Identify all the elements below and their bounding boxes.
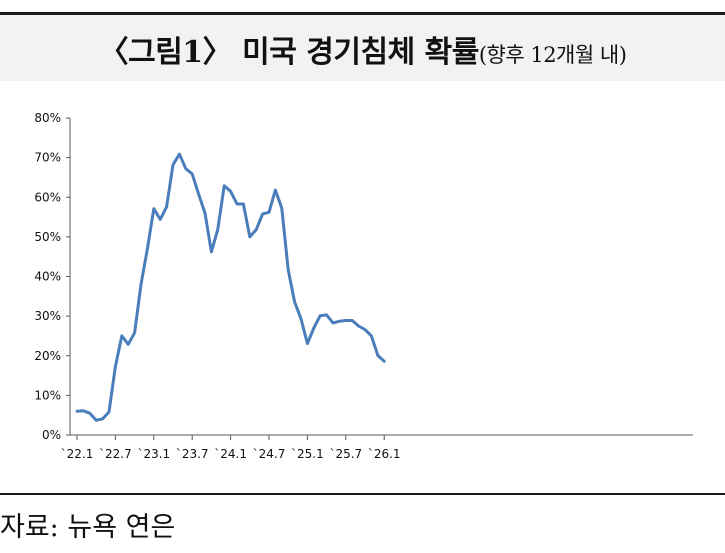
y-tick-label: 70% bbox=[34, 151, 61, 165]
figure-title-main: 〈그림1〉 미국 경기침체 확률 bbox=[98, 35, 480, 70]
x-tick-label: `26.1 bbox=[368, 447, 401, 461]
x-tick-label: `22.7 bbox=[99, 447, 132, 461]
recession-probability-chart: 0% 10% 20% 30% 40% 50% 60% 70% 80% `22.1 `22.7 `23.… bbox=[34, 111, 693, 461]
top-rule bbox=[0, 12, 725, 15]
y-tick-label: 80% bbox=[34, 111, 61, 125]
x-tick-label: `25.7 bbox=[329, 447, 362, 461]
x-tick-label: `24.7 bbox=[253, 447, 286, 461]
y-tick-label: 20% bbox=[34, 349, 61, 363]
y-tick-label: 50% bbox=[34, 230, 61, 244]
figure-title-sub: (향후 12개월 내) bbox=[478, 43, 627, 67]
x-tick-label: `25.1 bbox=[291, 447, 324, 461]
bottom-rule bbox=[0, 493, 725, 495]
y-tick-label: 30% bbox=[34, 309, 61, 323]
title-band bbox=[0, 15, 725, 81]
y-tick-label: 10% bbox=[34, 388, 61, 402]
x-tick-label: `23.7 bbox=[176, 447, 209, 461]
x-tick-label: `23.1 bbox=[137, 447, 170, 461]
series-line-0 bbox=[75, 152, 386, 422]
x-tick-label: `22.1 bbox=[61, 447, 94, 461]
y-tick-label: 0% bbox=[42, 428, 61, 442]
y-tick-label: 40% bbox=[34, 270, 61, 284]
figure-title: 〈그림1〉 미국 경기침체 확률(향후 12개월 내) bbox=[0, 27, 725, 71]
source-note: 자료: 뉴욕 연은 bbox=[0, 512, 176, 543]
x-tick-label: `24.1 bbox=[214, 447, 247, 461]
y-tick-label: 60% bbox=[34, 190, 61, 204]
